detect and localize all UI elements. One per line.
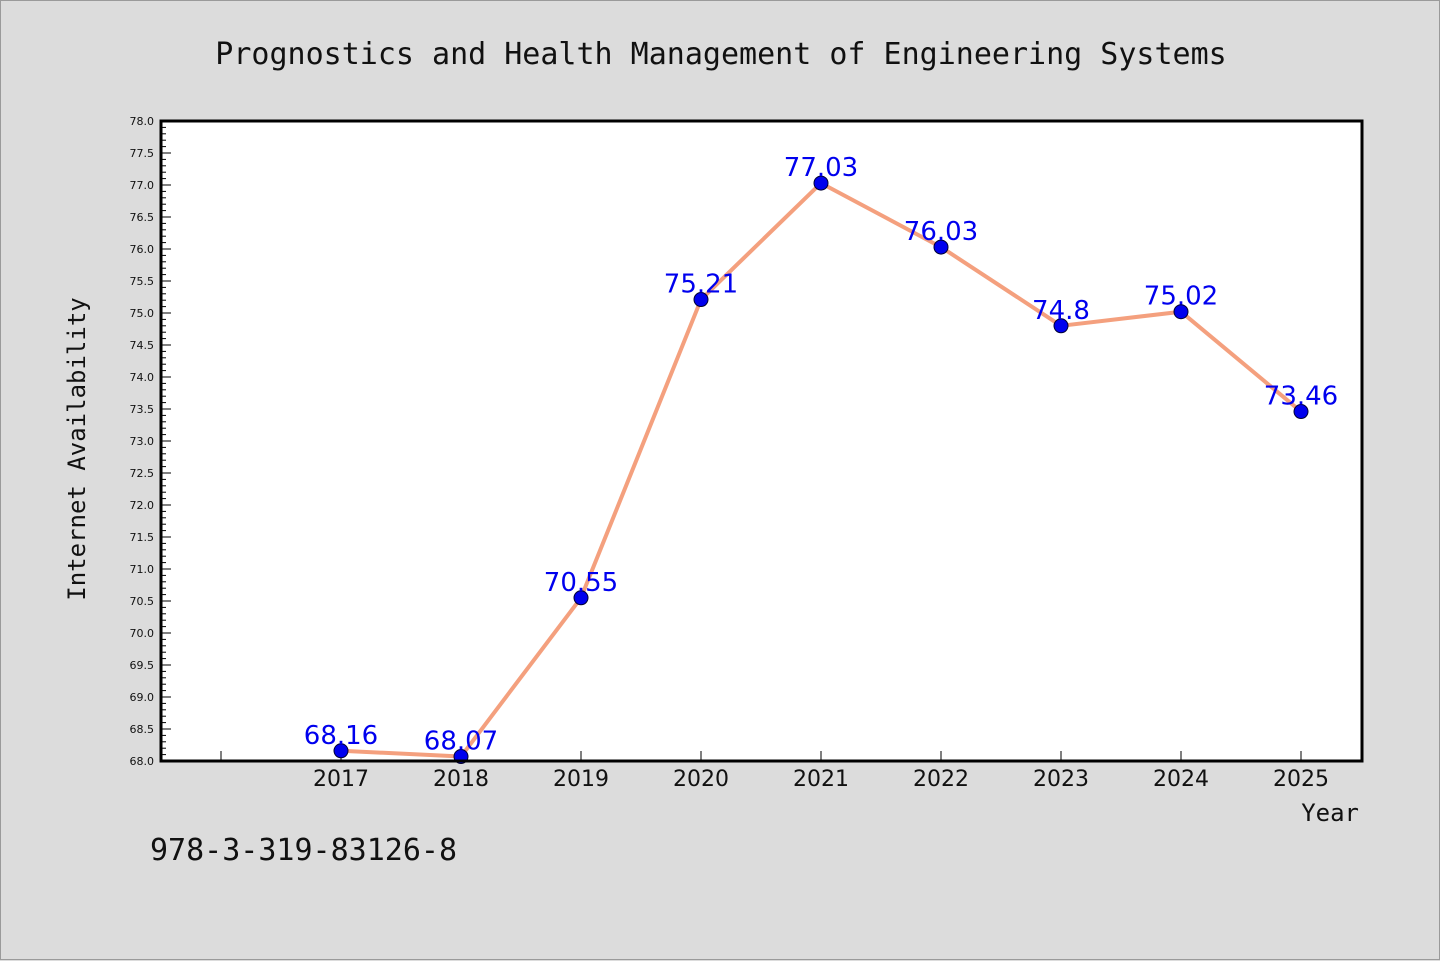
data-label: 70.55 (544, 568, 618, 598)
data-label: 73.46 (1264, 382, 1338, 412)
y-tick-label: 76.5 (130, 211, 155, 224)
data-label: 68.07 (424, 727, 498, 757)
data-point (1053, 318, 1069, 334)
data-point (573, 590, 589, 606)
x-tick-label: 2021 (793, 767, 849, 792)
y-tick-label: 77.5 (130, 147, 155, 160)
data-label: 75.21 (664, 270, 738, 300)
data-point (813, 175, 829, 191)
x-axis-label: Year (1301, 799, 1359, 827)
plot-area (161, 121, 1362, 761)
plot-frame (159, 119, 1364, 763)
y-tick-label: 74.0 (130, 371, 155, 384)
y-tick-label: 70.5 (130, 595, 155, 608)
y-tick-label: 73.5 (130, 403, 155, 416)
data-label: 75.02 (1144, 282, 1218, 312)
y-tick-label: 77.0 (130, 179, 155, 192)
data-label: 68.16 (304, 721, 378, 751)
y-tick-label: 72.0 (130, 499, 155, 512)
data-point (1293, 404, 1309, 420)
data-point (1173, 304, 1189, 320)
y-tick-label: 76.0 (130, 243, 155, 256)
y-tick-label: 72.5 (130, 467, 155, 480)
y-tick-label: 68.5 (130, 723, 155, 736)
x-tick-label: 2024 (1153, 767, 1209, 792)
x-tick-label: 2020 (673, 767, 729, 792)
x-tick-label: 2018 (433, 767, 489, 792)
x-tick-label: 2025 (1273, 767, 1329, 792)
data-point (933, 239, 949, 255)
y-tick-label: 71.0 (130, 563, 155, 576)
y-tick-label: 69.5 (130, 659, 155, 672)
series-layer: 68.16 68.07 70.55 75.21 77.03 76.03 74.8 75.02 7… (304, 153, 1338, 765)
x-tick-label: 2019 (553, 767, 609, 792)
data-label: 76.03 (904, 217, 978, 247)
y-tick-label: 74.5 (130, 339, 155, 352)
y-tick-label: 70.0 (130, 627, 155, 640)
y-tick-label: 71.5 (130, 531, 155, 544)
chart-title: Prognostics and Health Management of Eng… (215, 37, 1226, 72)
y-axis-ticks: 68.0 68.5 69.0 69.5 70.0 70.5 71.0 71.5 72.0 72.5… (130, 115, 171, 768)
y-tick-label: 73.0 (130, 435, 155, 448)
y-axis-label: Internet Availability (63, 297, 91, 600)
data-label: 77.03 (784, 153, 858, 183)
y-tick-label: 75.0 (130, 307, 155, 320)
x-tick-label: 2022 (913, 767, 969, 792)
y-tick-label: 69.0 (130, 691, 155, 704)
y-tick-label: 68.0 (130, 755, 155, 768)
y-tick-label: 78.0 (130, 115, 155, 128)
data-label: 74.8 (1032, 296, 1090, 326)
data-point (693, 292, 709, 308)
footer-identifier: 978-3-319-83126-8 (150, 833, 458, 868)
x-tick-label: 2023 (1033, 767, 1089, 792)
data-point (333, 743, 349, 759)
x-tick-label: 2017 (313, 767, 369, 792)
y-tick-label: 75.5 (130, 275, 155, 288)
